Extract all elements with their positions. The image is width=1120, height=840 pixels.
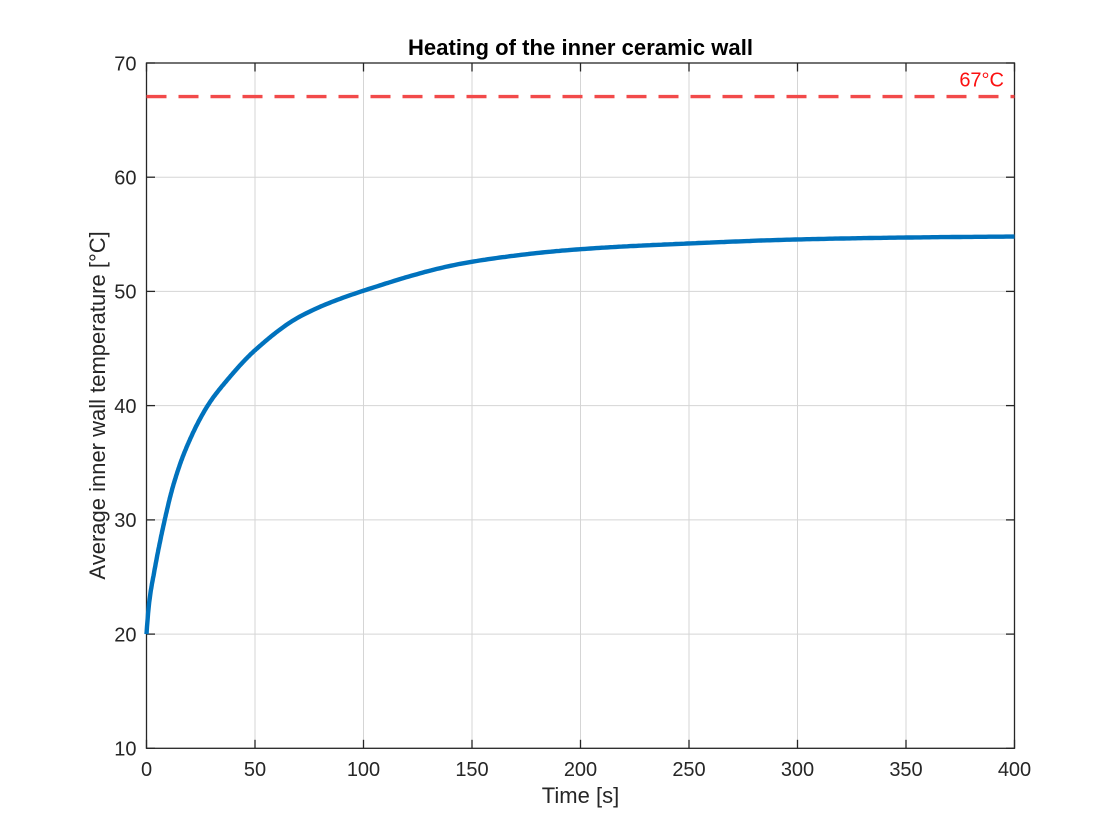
svg-text:Heating of the inner ceramic w: Heating of the inner ceramic wall	[408, 35, 753, 60]
svg-text:40: 40	[114, 396, 136, 418]
svg-text:67°C: 67°C	[959, 69, 1004, 91]
svg-text:Time [s]: Time [s]	[542, 783, 619, 808]
svg-text:150: 150	[455, 759, 488, 781]
svg-text:50: 50	[244, 759, 266, 781]
svg-text:250: 250	[672, 759, 705, 781]
svg-text:60: 60	[114, 168, 136, 190]
svg-text:200: 200	[564, 759, 597, 781]
svg-text:50: 50	[114, 282, 136, 304]
svg-text:300: 300	[781, 759, 814, 781]
svg-text:Average inner wall temperature: Average inner wall temperature [°C]	[85, 231, 110, 579]
svg-text:400: 400	[998, 759, 1031, 781]
svg-text:70: 70	[114, 53, 136, 75]
svg-text:350: 350	[889, 759, 922, 781]
svg-text:10: 10	[114, 739, 136, 761]
svg-text:20: 20	[114, 624, 136, 646]
svg-text:30: 30	[114, 510, 136, 532]
svg-text:0: 0	[141, 759, 152, 781]
svg-text:100: 100	[347, 759, 380, 781]
